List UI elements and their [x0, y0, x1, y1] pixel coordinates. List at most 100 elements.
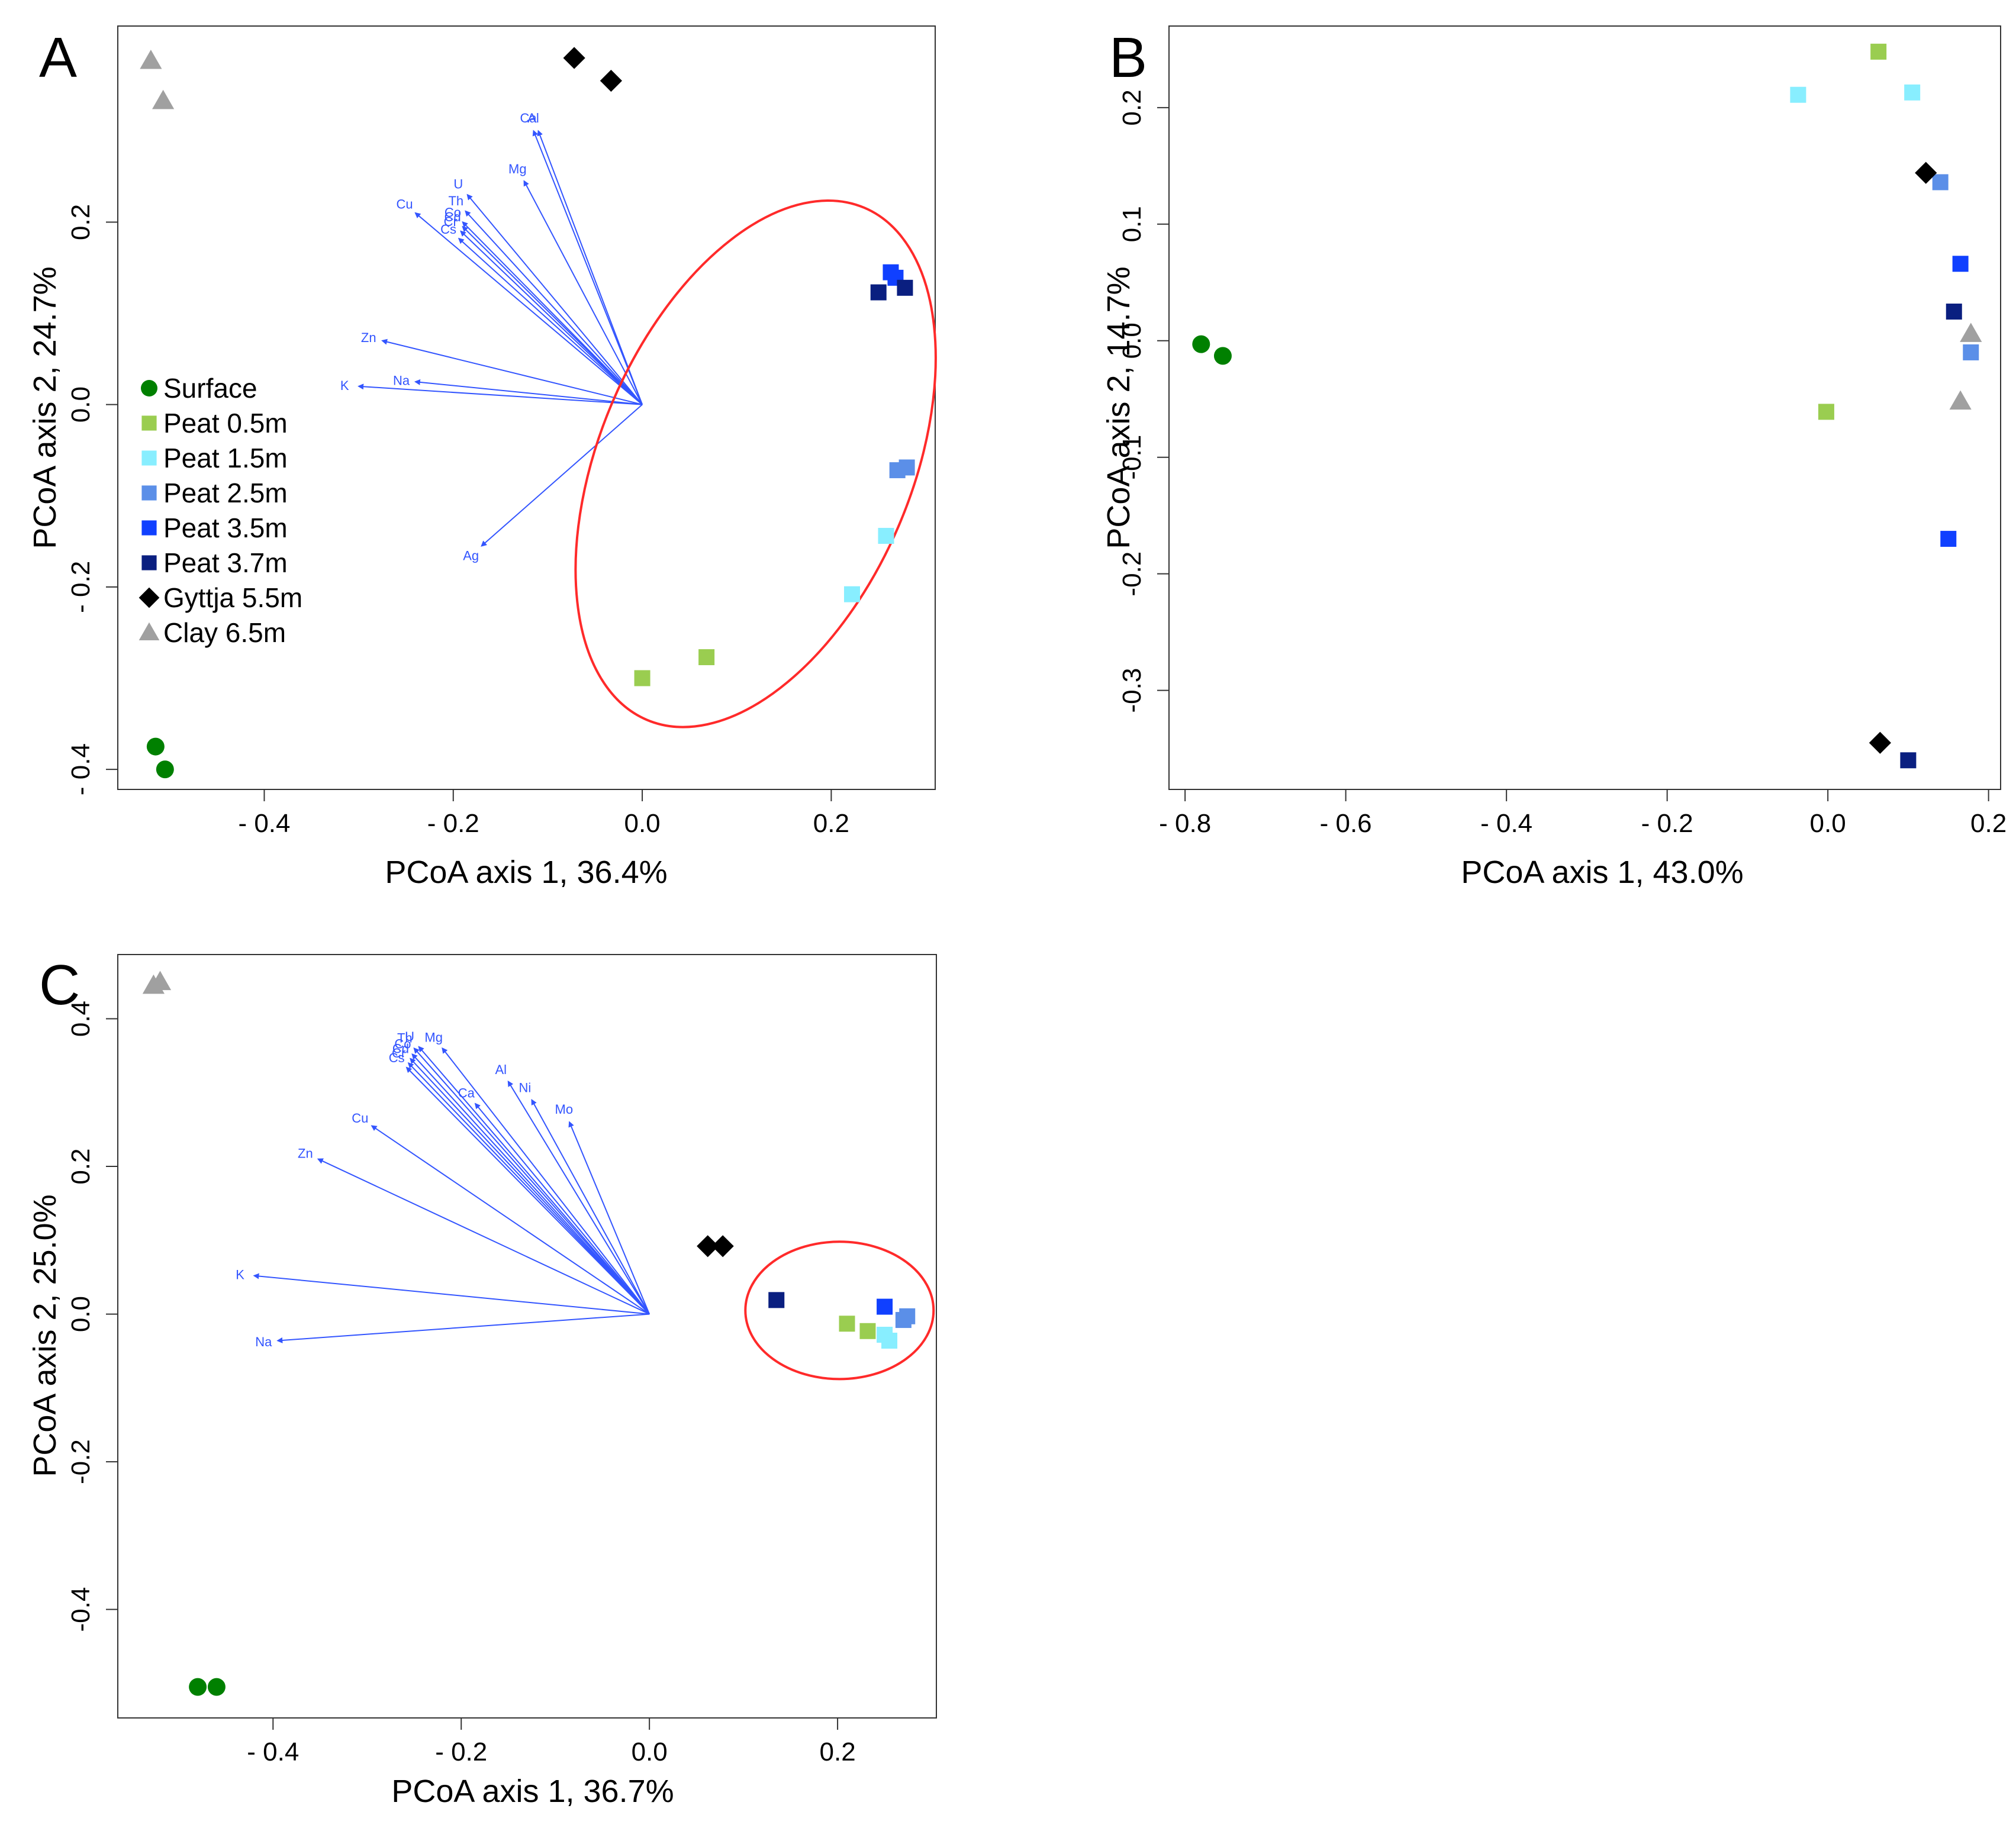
vector-label-u: U: [453, 177, 463, 192]
vector-cs: [458, 237, 643, 405]
x-tick-label: 0.2: [820, 1737, 856, 1766]
point-peat-2-5m: [899, 1308, 916, 1324]
panel-b-y-axis: -0.3 -0.2 -0.1 0.0 0.1 0.2: [1118, 89, 1170, 713]
vector-label-cs: Cs: [440, 222, 456, 237]
x-tick-label: - 0.4: [247, 1737, 299, 1766]
vector-ni: [531, 1099, 650, 1315]
point-clay-6-5m: [152, 89, 175, 109]
vector-ca: [474, 1102, 650, 1315]
vector-label-ca: Ca: [520, 111, 537, 125]
panel-b-ylabel: PCoA axis 2, 14.7%: [1101, 266, 1136, 549]
point-peat-0-5m: [1870, 43, 1887, 60]
x-tick-label: 0.2: [1970, 809, 2007, 838]
point-clay-6-5m: [149, 971, 172, 991]
panel-b-letter: B: [1109, 26, 1147, 89]
point-peat-3-7m: [870, 284, 887, 301]
point-peat-1-5m: [878, 528, 894, 544]
vector-u: [418, 1046, 650, 1315]
point-gyttja-5-5m: [1915, 162, 1937, 184]
y-tick-label: 0.2: [1118, 89, 1147, 125]
point-peat-3-7m: [1900, 752, 1917, 769]
vector-cu: [414, 212, 643, 405]
panel-c-y-axis: -0.4 -0.2 0.0 0.2 0.4: [66, 1001, 118, 1632]
panel-c-letter: C: [39, 953, 80, 1017]
vector-label-ag: Ag: [463, 548, 479, 563]
point-clay-6-5m: [1960, 323, 1982, 342]
vector-label-cd: Cd: [392, 1041, 409, 1056]
legend-marker-peat-3-7m: [141, 555, 157, 570]
panel-b: - 0.8 - 0.6 - 0.4 - 0.2 0.0 0.2 -0.3 -0.2 -0.1 0…: [1101, 25, 2007, 890]
y-tick-label: 0.0: [1118, 323, 1147, 359]
point-peat-3-5m: [1952, 256, 1969, 272]
vector-cd: [410, 1058, 650, 1315]
point-surface: [1213, 347, 1232, 365]
legend-label-surface: Surface: [163, 373, 257, 404]
vector-label-na: Na: [393, 373, 410, 388]
panel-a-x-axis: - 0.4 - 0.2 0.0 0.2: [238, 789, 849, 838]
vector-label-co: Co: [394, 1037, 411, 1052]
legend-marker-peat-1-5m: [141, 450, 157, 466]
vector-na: [276, 1313, 650, 1343]
y-tick-label: - 0.2: [66, 561, 95, 613]
vector-th: [465, 210, 643, 405]
vector-k: [253, 1273, 650, 1315]
point-gyttja-5-5m: [600, 69, 622, 92]
x-tick-label: - 0.2: [1641, 809, 1693, 838]
point-peat-0-5m: [698, 649, 715, 666]
point-peat-0-5m: [634, 670, 650, 686]
legend-marker-gyttja-5-5m: [139, 587, 160, 608]
vector-label-zn: Zn: [361, 330, 376, 345]
x-tick-label: - 0.4: [238, 809, 290, 838]
panel-a-cluster-ellipse: [574, 199, 937, 728]
panel-c-ylabel: PCoA axis 2, 25.0%: [27, 1194, 63, 1476]
point-peat-3-7m: [768, 1292, 785, 1308]
y-tick-label: 0.0: [66, 1296, 95, 1332]
point-clay-6-5m: [1949, 390, 1972, 410]
vector-label-ca: Ca: [458, 1086, 475, 1101]
legend-label-peat-1-5m: Peat 1.5m: [163, 443, 288, 473]
vector-label-zn: Zn: [298, 1146, 313, 1160]
vector-label-na: Na: [255, 1334, 272, 1349]
vector-th: [413, 1047, 650, 1315]
legend-marker-peat-0-5m: [141, 415, 157, 431]
panel-c-xlabel: PCoA axis 1, 36.7%: [391, 1774, 674, 1809]
panel-b-plot-frame: [1168, 25, 2001, 790]
y-tick-label: 0.0: [66, 386, 95, 423]
legend-label-peat-3-7m: Peat 3.7m: [163, 547, 288, 578]
point-gyttja-5-5m: [711, 1235, 734, 1258]
point-peat-3-5m: [877, 1298, 893, 1315]
vector-label-u: U: [405, 1029, 414, 1044]
vector-label-cd: Cd: [445, 209, 461, 224]
vector-label-cu: Cu: [397, 196, 413, 211]
panel-b-x-axis: - 0.8 - 0.6 - 0.4 - 0.2 0.0 0.2: [1159, 789, 2007, 838]
point-peat-1-5m: [881, 1332, 898, 1349]
panel-c-plot-frame: [117, 954, 937, 1719]
point-surface: [156, 760, 174, 779]
legend-marker-surface: [141, 380, 157, 396]
vector-cu: [371, 1125, 650, 1315]
panel-a-xlabel: PCoA axis 1, 36.4%: [385, 855, 667, 890]
vector-label-mo: Mo: [555, 1102, 574, 1117]
point-gyttja-5-5m: [563, 47, 585, 69]
legend: Surface Peat 0.5m Peat 1.5m Peat 2.5m Peat 3…: [139, 373, 302, 648]
point-surface: [146, 737, 165, 756]
point-peat-3-7m: [897, 279, 913, 296]
point-peat-1-5m: [844, 586, 861, 602]
panel-b-xlabel: PCoA axis 1, 43.0%: [1461, 855, 1743, 890]
vector-ca: [532, 130, 643, 405]
legend-label-clay-6-5m: Clay 6.5m: [163, 617, 286, 648]
point-peat-3-7m: [1946, 304, 1962, 320]
vector-k: [358, 383, 643, 405]
panel-a-ylabel: PCoA axis 2, 24.7%: [27, 266, 63, 549]
vector-label-th: Th: [448, 194, 463, 208]
panel-c-cluster-ellipse: [744, 1240, 935, 1381]
point-peat-0-5m: [859, 1323, 876, 1339]
point-peat-2-5m: [1932, 174, 1949, 191]
vector-label-th: Th: [397, 1030, 413, 1045]
vector-u: [466, 194, 643, 405]
point-peat-3-5m: [1940, 531, 1957, 547]
panel-a-ellipse-layer: [574, 199, 937, 728]
legend-marker-peat-3-5m: [141, 520, 157, 536]
